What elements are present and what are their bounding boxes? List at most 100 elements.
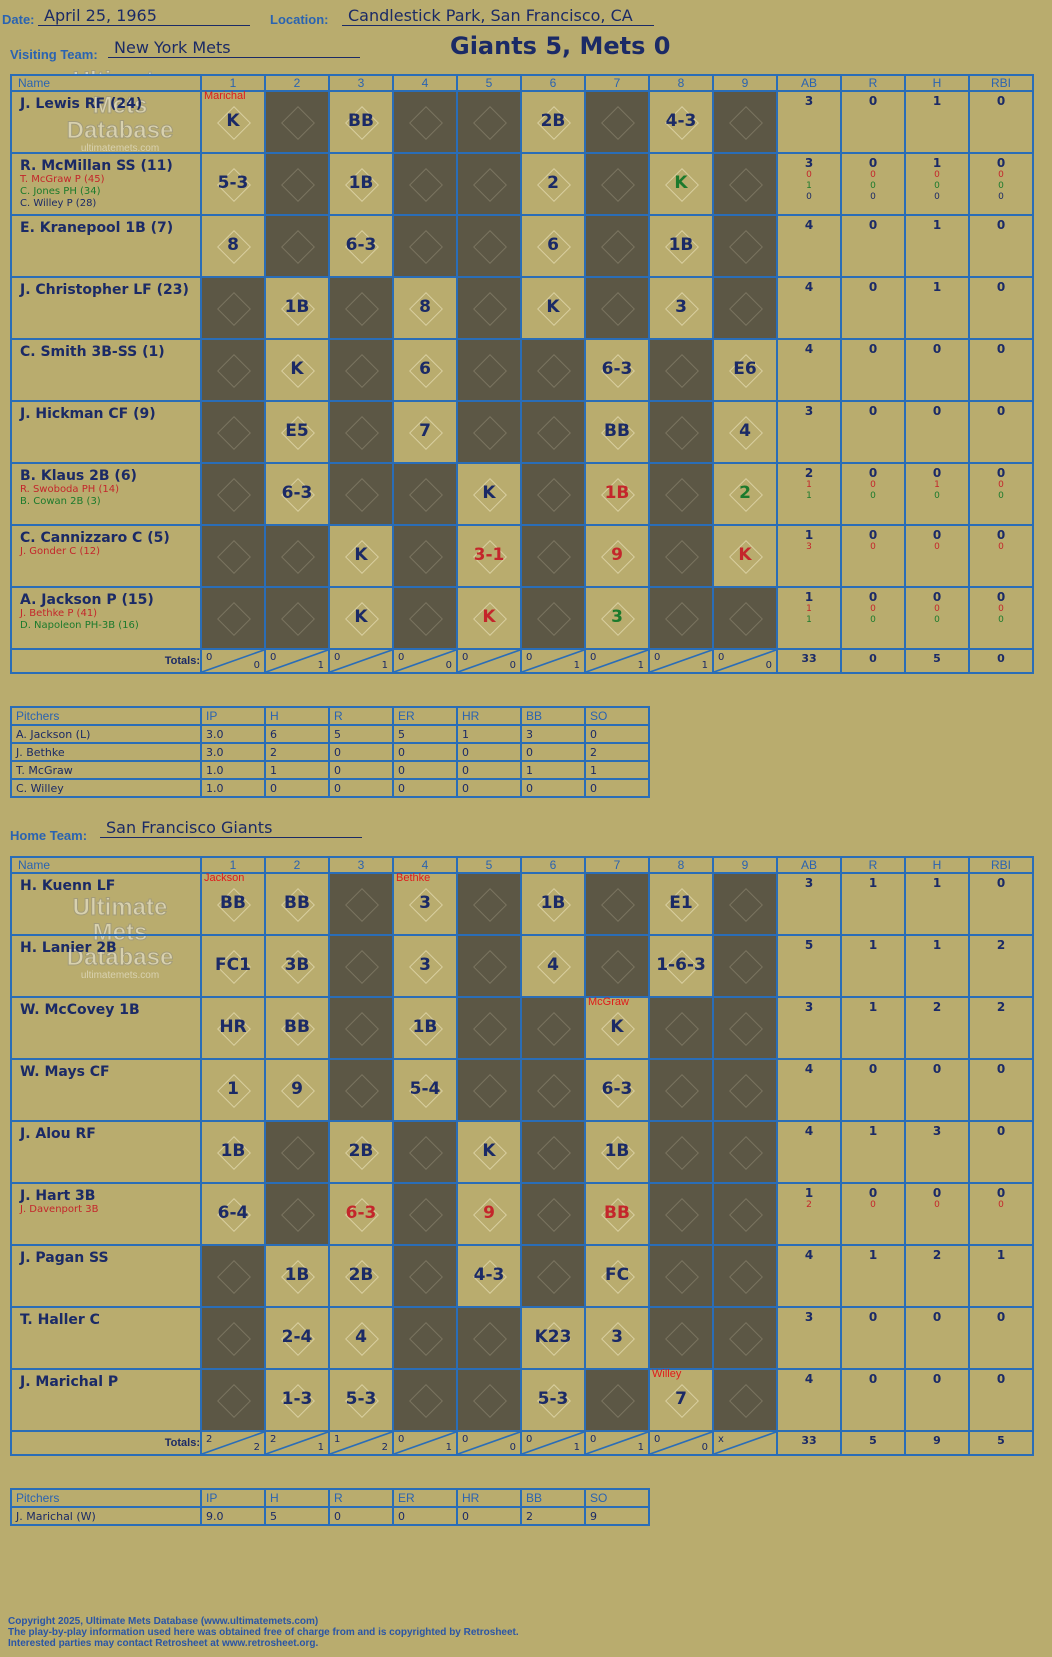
home-play-result: 6-4 xyxy=(217,1203,249,1223)
home-play-result: K23 xyxy=(534,1327,572,1347)
visitor-play-cell: 3-1 xyxy=(456,524,522,588)
visitor-stat-r: 0 xyxy=(840,338,906,402)
visitor-player-row: R. McMillan SS (11) T. McGraw P (45) C. Jo… xyxy=(10,152,1034,216)
home-stat-rbi: 1 xyxy=(968,1244,1034,1308)
visitor-substitute-name: D. Napoleon PH-3B (16) xyxy=(20,620,139,631)
visitor-play-cell: 6-3 xyxy=(584,338,650,402)
home-stat-r: 1 xyxy=(840,872,906,936)
visitor-play-cell xyxy=(648,586,714,650)
home-player-row: J. Marichal P 1-3 5-3 5-3 7 Willey 4 0 0 0 xyxy=(10,1368,1034,1432)
home-play-cell xyxy=(392,1182,458,1246)
base-diamond-icon xyxy=(729,602,763,636)
home-play-cell: 2-4 xyxy=(264,1306,330,1370)
visitor-play-cell xyxy=(456,214,522,278)
home-total-ab: 33 xyxy=(776,1430,842,1456)
visitor-substat-value: 0 xyxy=(998,181,1004,191)
base-diamond-icon xyxy=(601,106,635,140)
visitor-substitute-name: T. McGraw P (45) xyxy=(20,174,105,185)
visitor-play-cell: 9 xyxy=(584,524,650,588)
visitor-play-result: BB xyxy=(604,421,630,441)
visitor-stat-h: 1 xyxy=(904,214,970,278)
visitor-player-name: R. McMillan SS (11) xyxy=(20,158,173,174)
home-stat-ab: 5 xyxy=(776,934,842,998)
home-play-cell: 3 Bethke xyxy=(392,872,458,936)
base-diamond-icon xyxy=(665,540,699,574)
visitor-pitchers-header-ip: IP xyxy=(200,706,266,726)
visitor-substat-value: 1 xyxy=(806,480,812,490)
visitor-play-cell xyxy=(392,90,458,154)
home-play-cell: K McGraw xyxy=(584,996,650,1060)
visitor-play-result: K xyxy=(354,545,368,565)
visitor-substat-value: 0 xyxy=(934,615,940,625)
base-diamond-icon xyxy=(409,230,443,264)
home-stat-value: 5 xyxy=(804,938,814,952)
visitor-stat-value: 1 xyxy=(932,156,942,170)
home-play-cell: 2B xyxy=(328,1120,394,1184)
visitor-player-cell: J. Hickman CF (9) xyxy=(10,400,202,464)
visitor-play-cell xyxy=(200,400,266,464)
visitor-player-cell: A. Jackson P (15) J. Bethke P (41) D. Napo… xyxy=(10,586,202,650)
visitor-play-result: 6-3 xyxy=(281,483,313,503)
home-play-result: 5-3 xyxy=(537,1389,569,1409)
home-play-cell xyxy=(392,1306,458,1370)
visitor-play-cell xyxy=(328,400,394,464)
base-diamond-icon xyxy=(345,1012,379,1046)
home-play-cell: 4 xyxy=(520,934,586,998)
home-inning-runs: 2 xyxy=(206,1434,213,1445)
visitor-total-ab: 33 xyxy=(776,648,842,674)
home-play-result: BB xyxy=(220,893,246,913)
home-stat-value: 3 xyxy=(804,1310,814,1324)
home-play-cell xyxy=(328,872,394,936)
column-header-inning-9: 9 xyxy=(712,856,778,874)
visitor-stat-value: 0 xyxy=(868,590,878,604)
visitor-player-row: A. Jackson P (15) J. Bethke P (41) D. Napo… xyxy=(10,586,1034,650)
visitor-play-cell: 8 xyxy=(200,214,266,278)
game-result-title: Giants 5, Mets 0 xyxy=(450,32,671,60)
home-player-row: W. McCovey 1B HR BB 1B K McGraw 3 1 2 2 xyxy=(10,996,1034,1060)
home-pitcher-change: McGraw xyxy=(588,996,629,1008)
footer-line-1: Copyright 2025, Ultimate Mets Database (… xyxy=(8,1616,319,1627)
visitor-play-cell xyxy=(456,152,522,216)
visitor-inning-hits: 1 xyxy=(573,660,580,671)
home-play-cell: 1B xyxy=(200,1120,266,1184)
visitor-pitcher-stat: 0 xyxy=(520,778,586,798)
visitor-pitcher-stat: 2 xyxy=(264,742,330,762)
visitor-play-cell xyxy=(712,276,778,340)
visitor-play-cell xyxy=(200,338,266,402)
home-play-cell xyxy=(648,1120,714,1184)
home-play-cell: 1 xyxy=(200,1058,266,1122)
home-stat-value: 4 xyxy=(804,1062,814,1076)
home-stat-r: 1 xyxy=(840,1120,906,1184)
home-play-cell xyxy=(712,1120,778,1184)
home-play-result: 1B xyxy=(412,1017,438,1037)
home-substat-value: 0 xyxy=(934,1200,940,1210)
visitor-substat-value: 0 xyxy=(998,604,1004,614)
visitor-play-cell xyxy=(264,90,330,154)
home-stat-value: 3 xyxy=(804,876,814,890)
home-stat-value: 2 xyxy=(932,1000,942,1014)
home-inning-hits: 1 xyxy=(573,1442,580,1453)
home-play-cell: 6-4 xyxy=(200,1182,266,1246)
visitor-stat-value: 3 xyxy=(804,94,814,108)
visitor-substat-value: 0 xyxy=(934,491,940,501)
home-play-cell: BB xyxy=(264,872,330,936)
home-pitchers-header-h: H xyxy=(264,1488,330,1508)
visitor-play-result: 8 xyxy=(227,235,239,255)
home-inning-hits: 1 xyxy=(317,1442,324,1453)
home-pitchers-header-ip: IP xyxy=(200,1488,266,1508)
visitor-pitcher-stat: 1 xyxy=(456,724,522,744)
home-play-cell: 9 xyxy=(264,1058,330,1122)
home-play-cell xyxy=(648,1182,714,1246)
visitor-play-cell: 8 xyxy=(392,276,458,340)
visitor-play-cell: K Marichal xyxy=(200,90,266,154)
visitor-pitcher-row: J. Bethke 3.0 2 0 0 0 0 2 xyxy=(10,742,650,762)
home-player-cell: W. McCovey 1B xyxy=(10,996,202,1060)
column-header-inning-4: 4 xyxy=(392,856,458,874)
column-header-name: Name xyxy=(10,856,202,874)
visitor-play-result: K xyxy=(290,359,304,379)
home-stat-value: 1 xyxy=(868,1248,878,1262)
